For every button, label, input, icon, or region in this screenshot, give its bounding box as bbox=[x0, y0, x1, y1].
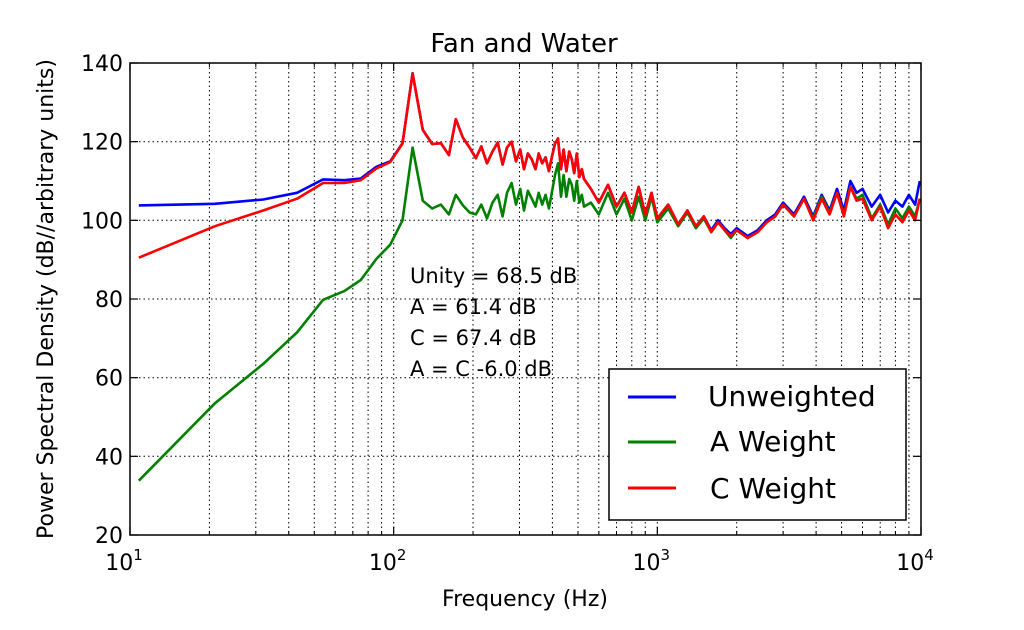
legend-label-unweighted: Unweighted bbox=[708, 380, 876, 413]
y-tick-label: 140 bbox=[81, 52, 123, 77]
y-tick-label: 40 bbox=[95, 445, 123, 470]
series-line-c-weight bbox=[138, 72, 922, 259]
y-tick-label: 100 bbox=[81, 209, 123, 234]
x-axis-label: Frequency (Hz) bbox=[442, 587, 608, 612]
series-lines bbox=[137, 71, 922, 482]
legend-label-c-weight: C Weight bbox=[710, 472, 836, 505]
legend-label-a-weight: A Weight bbox=[710, 425, 836, 458]
y-tick-label: 60 bbox=[95, 367, 123, 392]
legend: Unweighted A Weight C Weight bbox=[608, 368, 907, 521]
annotation-diff: A = C -6.0 dB bbox=[410, 357, 552, 381]
annotation-block: Unity = 68.5 dB A = 61.4 dB C = 67.4 dB … bbox=[410, 264, 577, 381]
x-tick-label: 104 bbox=[896, 546, 934, 576]
x-tick-label: 103 bbox=[633, 546, 671, 576]
chart-title: Fan and Water bbox=[430, 29, 618, 59]
x-tick-label: 102 bbox=[369, 546, 407, 576]
annotation-c: C = 67.4 dB bbox=[410, 326, 537, 350]
y-tick-label: 80 bbox=[95, 288, 123, 313]
y-tick-label: 120 bbox=[81, 131, 123, 156]
annotation-a: A = 61.4 dB bbox=[410, 295, 536, 319]
y-tick-label: 20 bbox=[95, 524, 123, 549]
annotation-unity: Unity = 68.5 dB bbox=[410, 264, 577, 288]
axis-ticks: 101 102 103 104 20 40 60 80 100 120 140 bbox=[81, 52, 934, 576]
legend-box bbox=[608, 368, 907, 521]
y-axis-label: Power Spectral Density (dB//arbitrary un… bbox=[34, 59, 59, 539]
x-tick-label: 101 bbox=[105, 546, 143, 576]
